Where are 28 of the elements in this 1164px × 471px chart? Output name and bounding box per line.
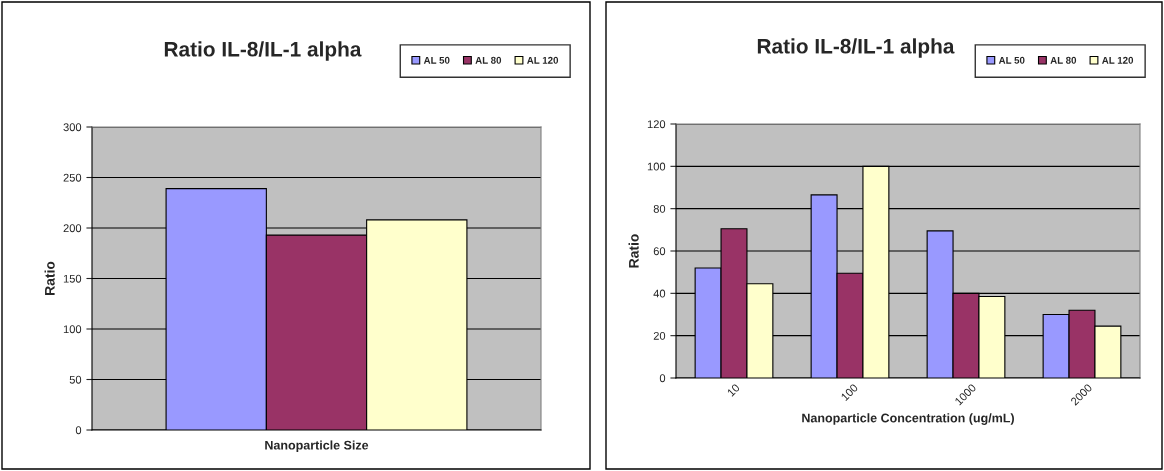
legend-label: AL 80 [475,56,502,64]
y-tick-label: 120 [647,120,666,129]
legend-label: AL 50 [998,56,1025,64]
y-tick-label: 200 [63,224,82,233]
x-axis-title: Nanoparticle Size [265,440,369,453]
x-tick-label: 10 [726,383,741,397]
legend-label: AL 120 [1102,56,1134,64]
y-tick-label: 150 [63,274,82,283]
chart-title: Ratio IL-8/IL-1 alpha [757,38,955,58]
y-tick-label: 100 [647,162,666,171]
y-tick-label: 20 [653,331,666,340]
y-tick-label: 60 [653,247,666,256]
chart-title: Ratio IL-8/IL-1 alpha [164,41,362,61]
x-axis-title: Nanoparticle Concentration (ug/mL) [802,413,1014,425]
y-tick-label: 250 [63,173,82,182]
y-tick-label: 50 [69,375,82,384]
y-axis-title: Ratio [628,234,639,268]
legend-label: AL 120 [527,56,559,64]
y-tick-label: 0 [75,426,82,435]
y-tick-label: 40 [653,289,666,298]
legend-label: AL 50 [423,56,450,64]
y-tick-label: 100 [63,325,82,334]
legend-label: AL 80 [1050,56,1077,64]
y-tick-label: 0 [659,374,666,383]
y-tick-label: 80 [653,204,666,213]
x-tick-label: 100 [840,383,859,402]
y-tick-label: 300 [63,123,82,132]
y-axis-title: Ratio [44,261,55,295]
